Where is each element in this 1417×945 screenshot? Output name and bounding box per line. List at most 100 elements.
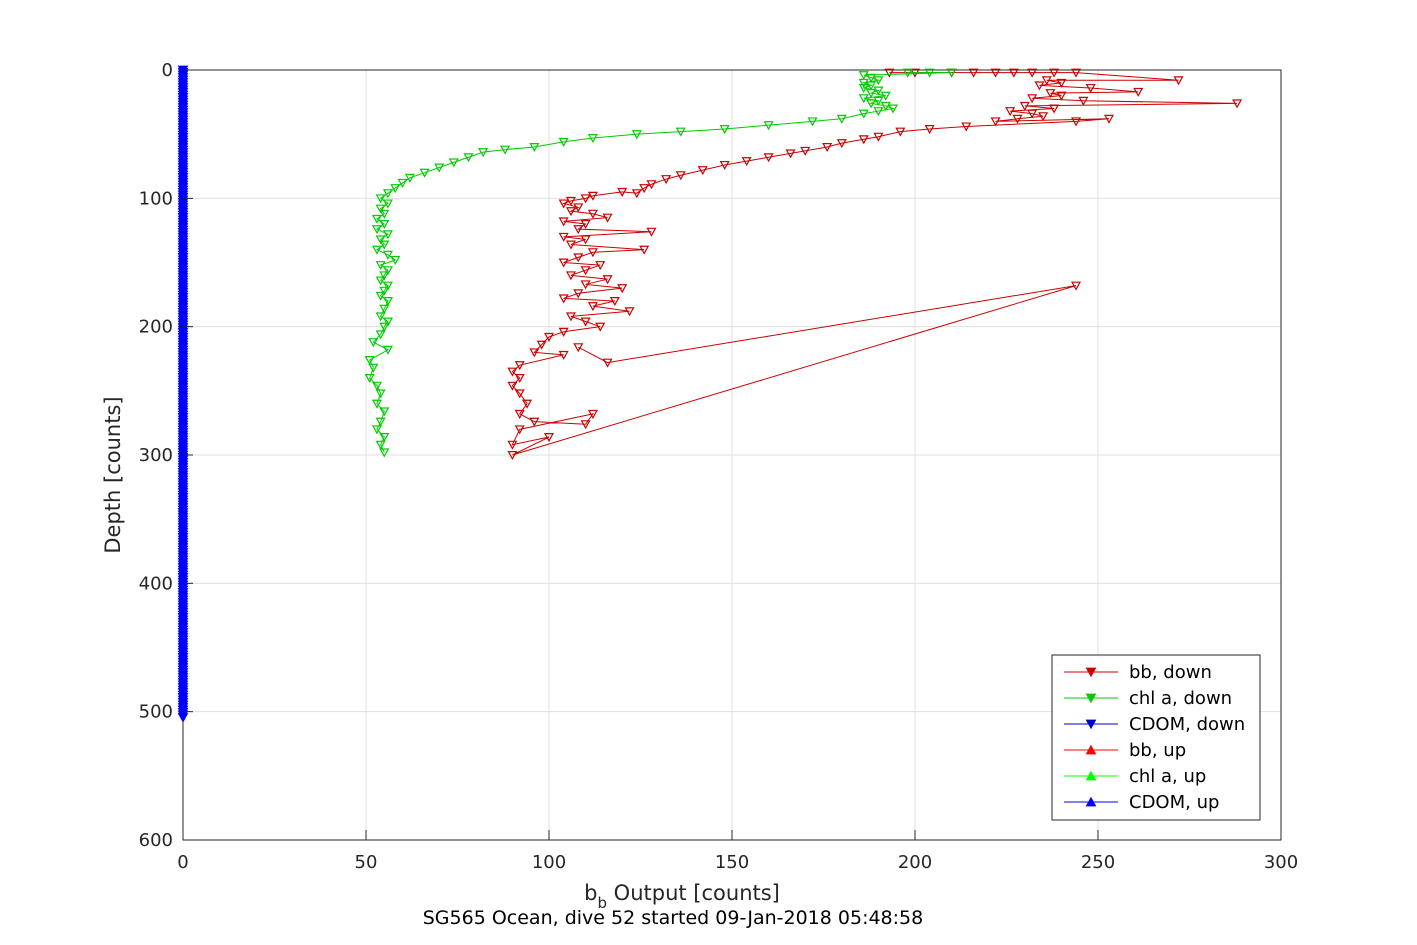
data-point: [858, 83, 869, 94]
data-point: [375, 276, 386, 286]
data-point: [836, 114, 847, 124]
legend-item: CDOM, up: [1064, 792, 1219, 813]
legend-label: bb, up: [1129, 740, 1186, 761]
data-point: [873, 107, 884, 117]
data-point: [573, 253, 584, 263]
data-point: [514, 389, 525, 399]
data-point: [379, 433, 390, 443]
data-point: [379, 407, 390, 417]
data-point: [522, 399, 533, 409]
legend-marker: [1085, 744, 1097, 755]
data-point: [529, 143, 540, 153]
data-point: [800, 146, 811, 156]
data-point: [719, 160, 730, 171]
data-point: [785, 149, 796, 159]
data-point: [375, 261, 386, 271]
data-point: [697, 166, 708, 176]
data-point: [565, 240, 576, 250]
series-line: [369, 72, 952, 453]
data-point: [390, 184, 401, 194]
data-point: [375, 312, 386, 322]
data-point: [1056, 78, 1067, 88]
data-point: [500, 145, 511, 155]
data-point: [1041, 76, 1052, 86]
data-point: [565, 196, 576, 206]
data-point: [375, 389, 386, 399]
data-point: [1005, 107, 1016, 117]
data-point: [558, 327, 569, 337]
data-point: [924, 68, 935, 78]
data-point: [434, 163, 445, 173]
data-point: [1012, 114, 1023, 124]
data-point: [884, 68, 895, 78]
data-point: [371, 399, 382, 409]
y-tick-label: 400: [139, 573, 173, 594]
legend-item: bb, down: [1064, 662, 1212, 683]
data-point: [580, 420, 591, 430]
data-point: [379, 220, 390, 230]
data-point: [558, 294, 569, 304]
data-point: [595, 322, 606, 332]
data-point: [646, 227, 657, 237]
data-point: [382, 345, 393, 355]
x-axis-label-rest: Output [counts]: [607, 881, 780, 905]
x-axis-label: bb Output [counts]: [584, 881, 780, 912]
data-point: [873, 96, 884, 106]
data-point: [529, 417, 540, 427]
data-point: [858, 135, 869, 145]
data-point: [375, 440, 386, 450]
data-point: [858, 109, 869, 119]
data-point: [880, 101, 891, 111]
data-point: [379, 209, 390, 219]
series-2: [177, 65, 189, 723]
data-point: [371, 381, 382, 391]
legend: bb, down chl a, down CDOM, down bb, up chl a…: [1051, 654, 1261, 821]
data-point: [873, 132, 884, 142]
data-point: [602, 213, 613, 223]
series-0: [507, 68, 1243, 461]
data-point: [379, 304, 390, 314]
data-point: [873, 86, 884, 96]
legend-marker: [1085, 796, 1097, 807]
legend-marker: [1085, 770, 1097, 781]
data-point: [573, 225, 584, 235]
data-point: [375, 235, 386, 245]
data-point: [646, 180, 657, 190]
data-point: [617, 284, 628, 294]
data-point: [371, 425, 382, 435]
data-point: [382, 266, 393, 276]
data-point: [1049, 104, 1060, 114]
legend-marker: [1085, 667, 1097, 678]
data-point: [507, 451, 518, 461]
data-point: [888, 104, 899, 114]
data-point: [866, 89, 877, 99]
y-axis-label: Depth [counts]: [101, 396, 125, 553]
x-axis-label-subscript: b: [597, 894, 607, 912]
data-point: [587, 134, 598, 144]
legend-label: CDOM, down: [1129, 714, 1245, 735]
data-point: [624, 307, 635, 317]
data-point: [639, 184, 650, 194]
axis-ticks: 0 50 100 150 200 250 300 0 100 200 300 400 500 600: [139, 60, 1299, 873]
data-point: [507, 367, 518, 377]
data-point: [661, 175, 672, 185]
data-point: [368, 338, 379, 348]
data-point: [961, 122, 972, 132]
data-point: [858, 71, 869, 81]
data-point: [675, 171, 686, 181]
data-point: [379, 240, 390, 250]
data-point: [880, 91, 891, 101]
data-point: [514, 374, 525, 384]
data-point: [371, 225, 382, 235]
data-point: [379, 322, 390, 332]
data-point: [763, 121, 774, 131]
x-axis-label-main: b: [584, 881, 597, 905]
data-point: [631, 189, 642, 199]
data-point: [558, 350, 569, 360]
data-point: [580, 317, 591, 327]
data-point: [1049, 68, 1060, 78]
data-point: [873, 76, 884, 86]
data-point: [478, 148, 489, 158]
data-point: [382, 199, 393, 209]
data-point: [397, 178, 408, 188]
